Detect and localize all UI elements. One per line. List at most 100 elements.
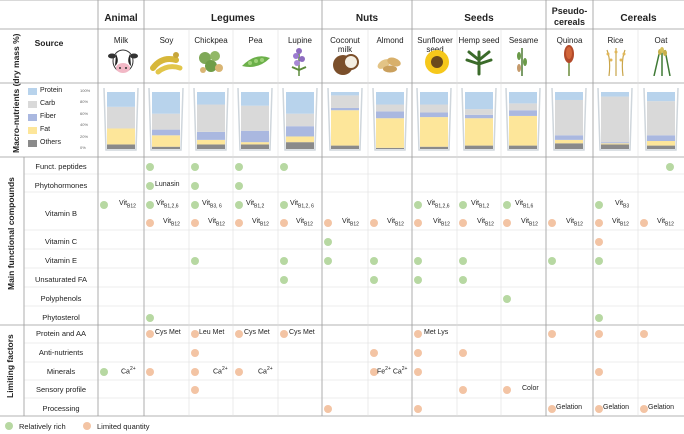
note-proc-quinoa: Gelation <box>556 404 583 411</box>
rich-marker <box>191 163 199 171</box>
limiting-title: Limiting factors <box>5 334 15 398</box>
note-vitb-pea: VitB1,2 <box>246 200 265 210</box>
note-min-almond: Fe2+ Ca2+ <box>377 366 408 376</box>
limited-marker <box>370 349 378 357</box>
rich-marker <box>595 201 603 209</box>
rich-marker <box>370 276 378 284</box>
limited-marker <box>146 368 154 376</box>
note-vitb12-almond: VitB12 <box>387 218 404 228</box>
limited-marker <box>146 219 154 227</box>
macro-segment-fat <box>152 135 180 147</box>
macro-segment-carb <box>197 104 225 132</box>
macro-segment-carb <box>241 105 269 131</box>
limited-marker <box>191 386 199 394</box>
macro-segment-protein <box>555 92 583 100</box>
rich-marker <box>414 201 422 209</box>
row-unsaturated-fa: Unsaturated FA <box>34 275 88 284</box>
macro-segment-fiber <box>241 130 269 143</box>
quinoa-icon <box>564 45 574 76</box>
legend-swatch-protein <box>28 88 37 95</box>
note-vitb12-hemp: VitB12 <box>477 218 494 228</box>
rich-marker <box>100 201 108 209</box>
source-hemp-seed: Hemp seed <box>458 36 500 45</box>
cow-icon <box>108 49 138 73</box>
note-proc-oat: Gelation <box>648 404 675 411</box>
limited-marker <box>146 330 154 338</box>
rich-marker <box>146 182 154 190</box>
limited-marker <box>370 219 378 227</box>
note-vitb-milk: VitB12 <box>119 200 136 210</box>
macro-segment-others <box>376 147 404 149</box>
source-quinoa: Quinoa <box>556 36 583 45</box>
macro-segment-protein <box>376 92 404 105</box>
macro-segment-carb <box>601 96 629 143</box>
macro-segment-others <box>152 146 180 149</box>
almond-icon <box>377 57 401 73</box>
glass-outline <box>327 87 363 151</box>
rich-marker <box>191 182 199 190</box>
macro-segment-others <box>509 145 537 149</box>
glass-outline <box>597 87 633 151</box>
axis-ticks: 100% 80% 60% 40% 20% 0% <box>80 88 96 156</box>
source-lupine: Lupine <box>287 36 313 45</box>
note-aa-lupine: Cys Met <box>289 329 315 336</box>
macro-segment-carb <box>509 103 537 111</box>
note-vitb12-rice: VitB12 <box>612 218 629 228</box>
group-cereals: Cereals <box>620 13 657 24</box>
macro-segment-others <box>555 143 583 149</box>
rich-marker <box>503 201 511 209</box>
limited-marker <box>324 219 332 227</box>
glass-outline <box>461 87 497 151</box>
limited-marker <box>191 219 199 227</box>
macro-segment-protein <box>601 92 629 97</box>
row-vitamin-e: Vitamin E <box>45 256 77 265</box>
macro-segment-others <box>420 146 448 149</box>
rich-marker <box>280 276 288 284</box>
limited-marker <box>548 405 556 413</box>
rich-marker <box>503 295 511 303</box>
rich-marker <box>191 201 199 209</box>
macro-segment-protein <box>647 92 675 102</box>
row-vitamin-c: Vitamin C <box>44 237 78 246</box>
legend-swatch-fiber <box>28 114 37 121</box>
source-almond: Almond <box>376 36 404 45</box>
limited-marker <box>640 330 648 338</box>
group-nuts: Nuts <box>355 13 379 24</box>
note-vitb-lupine: VitB1,2, 6 <box>290 200 314 210</box>
macro-segment-protein <box>241 92 269 106</box>
pea-icon <box>242 56 270 67</box>
rich-marker <box>324 257 332 265</box>
macro-segment-fat <box>647 141 675 146</box>
glass-outline <box>193 87 229 151</box>
macro-segment-fiber <box>286 126 314 137</box>
group-legumes: Legumes <box>211 13 255 24</box>
limited-marker <box>414 330 422 338</box>
limited-marker <box>640 405 648 413</box>
limited-marker <box>548 330 556 338</box>
sunflower-icon <box>425 50 449 74</box>
macro-segment-fiber <box>465 114 493 119</box>
limited-marker <box>595 368 603 376</box>
source-sunflower-seed: Sunflower seed <box>417 36 453 54</box>
note-lunasin: Lunasin <box>155 181 180 188</box>
macro-segment-carb <box>465 109 493 115</box>
legend-limited-marker <box>83 422 91 430</box>
note-vitb-chickpea: VitB3, 6 <box>202 200 222 210</box>
macro-segment-fat <box>107 128 135 145</box>
macro-segment-fiber <box>376 111 404 119</box>
note-aa-soy: Cys Met <box>155 329 181 336</box>
macro-segment-fiber <box>601 142 629 144</box>
row-processing: Processing <box>42 404 80 413</box>
glass-outline <box>148 87 184 151</box>
macro-segment-carb <box>420 104 448 113</box>
macro-segment-fiber <box>509 110 537 116</box>
limited-marker <box>595 238 603 246</box>
note-min-pea: Ca2+ <box>258 366 273 376</box>
glass-outline <box>505 87 541 151</box>
limited-marker <box>414 219 422 227</box>
limited-marker <box>414 349 422 357</box>
lupine-icon <box>291 48 307 76</box>
rich-marker <box>370 257 378 265</box>
macro-glasses <box>103 87 679 151</box>
macro-segment-others <box>331 145 359 149</box>
